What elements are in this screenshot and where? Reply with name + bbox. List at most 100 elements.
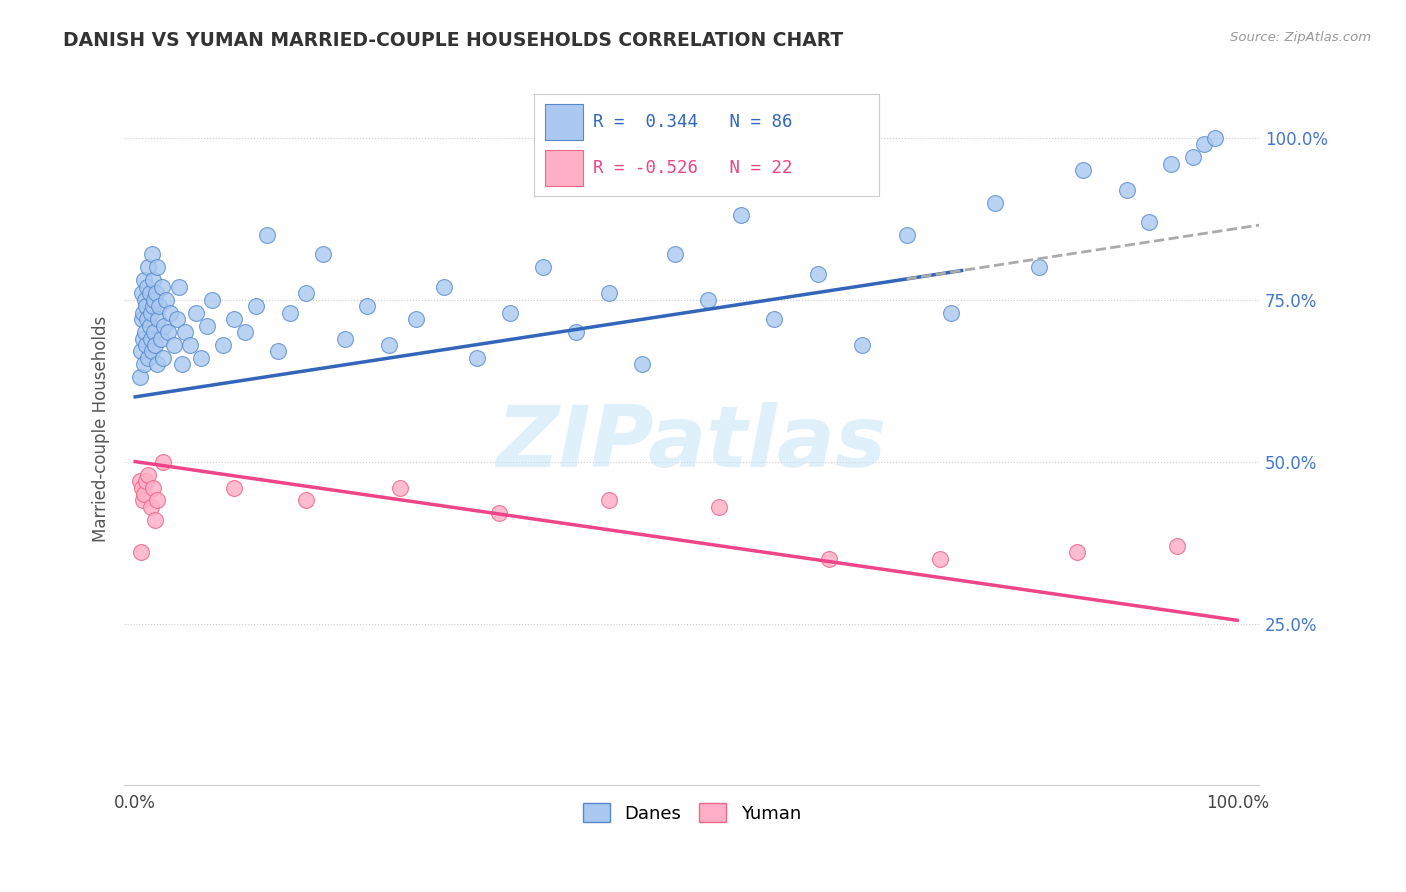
Point [132, 487, 155, 501]
Point [1071, 163, 1094, 178]
Point [173, 325, 195, 339]
Point [195, 318, 218, 333]
Point [1182, 150, 1205, 164]
Point [235, 325, 257, 339]
Point [377, 338, 399, 352]
Point [664, 247, 686, 261]
Point [278, 305, 301, 319]
Point [153, 318, 176, 333]
Point [983, 195, 1005, 210]
Point [311, 247, 333, 261]
Point [333, 332, 356, 346]
Point [598, 286, 620, 301]
Point [896, 227, 918, 242]
Text: ZIPatlas: ZIPatlas [496, 402, 887, 485]
Point [433, 279, 456, 293]
Point [139, 500, 162, 514]
Point [141, 247, 163, 261]
Point [190, 351, 212, 365]
Point [138, 260, 160, 275]
Point [565, 325, 588, 339]
Point [928, 551, 950, 566]
Point [128, 370, 150, 384]
Point [1066, 545, 1088, 559]
Bar [544, 150, 582, 186]
Point [405, 312, 427, 326]
Text: DANISH VS YUMAN MARRIED-COUPLE HOUSEHOLDS CORRELATION CHART: DANISH VS YUMAN MARRIED-COUPLE HOUSEHOLD… [63, 31, 844, 50]
Point [139, 332, 162, 346]
Point [851, 338, 873, 352]
Point [148, 312, 170, 326]
Point [150, 279, 173, 293]
Bar [544, 104, 582, 140]
Point [697, 293, 720, 307]
Point [141, 344, 163, 359]
Point [135, 474, 157, 488]
Point [709, 500, 731, 514]
Point [763, 312, 786, 326]
Point [142, 481, 165, 495]
Point [152, 351, 174, 365]
Point [598, 493, 620, 508]
Point [1166, 539, 1188, 553]
Point [145, 286, 167, 301]
Point [356, 299, 378, 313]
Point [138, 286, 160, 301]
Point [132, 493, 155, 508]
Point [163, 338, 186, 352]
Point [531, 260, 554, 275]
Point [136, 312, 159, 326]
Point [1137, 215, 1160, 229]
Point [631, 358, 654, 372]
Point [295, 493, 318, 508]
Point [146, 260, 169, 275]
Point [157, 325, 180, 339]
Point [245, 299, 267, 313]
Point [818, 551, 841, 566]
Text: R = -0.526   N = 22: R = -0.526 N = 22 [593, 159, 793, 177]
Point [135, 299, 157, 313]
Point [488, 507, 510, 521]
Point [136, 279, 159, 293]
Point [224, 481, 246, 495]
Point [388, 481, 411, 495]
Point [142, 299, 165, 313]
Point [131, 286, 153, 301]
Point [146, 358, 169, 372]
Point [499, 305, 522, 319]
Point [132, 332, 155, 346]
Point [465, 351, 488, 365]
Point [1160, 156, 1182, 170]
Point [159, 305, 181, 319]
Point [146, 493, 169, 508]
Point [132, 358, 155, 372]
Point [149, 332, 172, 346]
Point [295, 286, 318, 301]
Point [138, 467, 160, 482]
Text: R =  0.344   N = 86: R = 0.344 N = 86 [593, 113, 793, 131]
Point [1116, 183, 1139, 197]
Point [143, 325, 166, 339]
Legend: Danes, Yuman: Danes, Yuman [575, 796, 808, 830]
Point [1192, 137, 1215, 152]
Point [129, 344, 152, 359]
Point [212, 338, 235, 352]
Point [131, 312, 153, 326]
Point [267, 344, 290, 359]
Point [184, 305, 207, 319]
Point [132, 273, 155, 287]
Point [139, 305, 162, 319]
Point [143, 338, 166, 352]
Point [224, 312, 246, 326]
Point [134, 325, 156, 339]
Point [142, 273, 165, 287]
Point [179, 338, 201, 352]
Point [170, 358, 193, 372]
Point [201, 293, 224, 307]
Point [143, 513, 166, 527]
Point [939, 305, 962, 319]
Point [169, 279, 191, 293]
Point [138, 351, 160, 365]
Point [128, 474, 150, 488]
Point [131, 481, 153, 495]
